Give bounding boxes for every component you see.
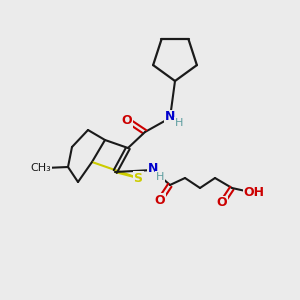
Text: O: O	[122, 113, 132, 127]
Text: S: S	[134, 172, 142, 184]
Text: H: H	[175, 118, 183, 128]
Text: N: N	[165, 110, 175, 124]
Text: OH: OH	[244, 185, 265, 199]
Text: N: N	[148, 163, 158, 176]
Text: O: O	[217, 196, 227, 209]
Text: O: O	[155, 194, 165, 206]
Text: CH₃: CH₃	[31, 163, 51, 173]
Text: H: H	[156, 172, 164, 182]
